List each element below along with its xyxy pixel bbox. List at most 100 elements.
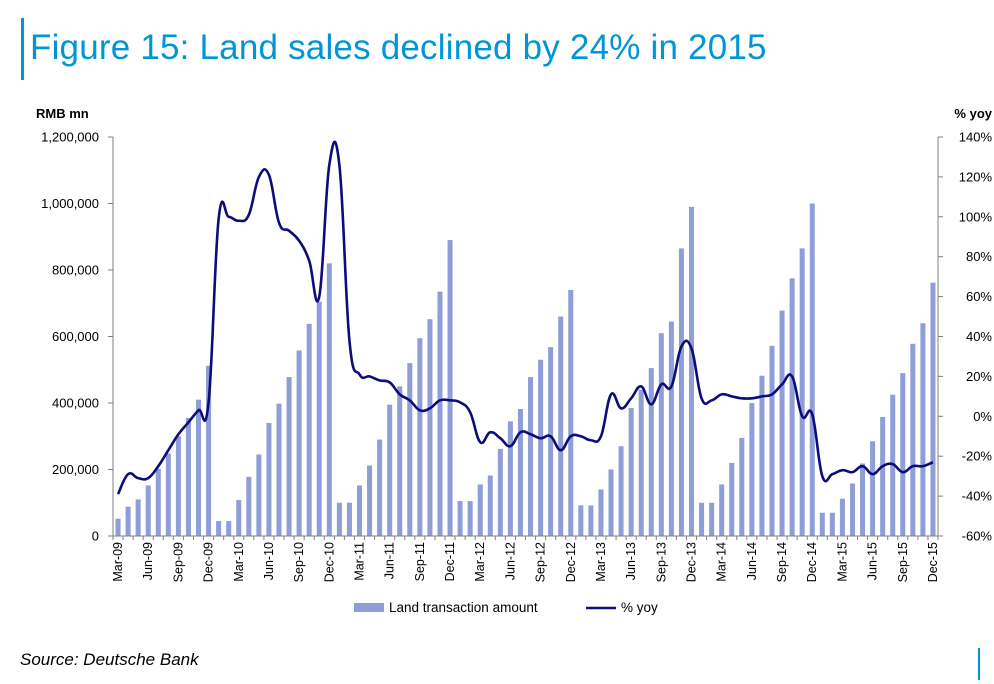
- bar-Nov-11: [437, 291, 443, 536]
- bar-Aug-13: [648, 368, 654, 536]
- bar-Oct-13: [668, 321, 674, 536]
- x-tick-label: Jun-11: [383, 542, 397, 579]
- bar-Mar-14: [719, 484, 725, 536]
- x-tick-label: Sep-12: [534, 542, 548, 582]
- left-tick-label: 1,000,000: [41, 196, 99, 211]
- x-tick-label: Jun-15: [866, 542, 880, 580]
- bar-Jan-13: [578, 505, 584, 536]
- bar-Jan-12: [457, 501, 463, 536]
- bar-Jul-09: [155, 468, 161, 536]
- x-tick-label: Mar-15: [835, 542, 849, 582]
- right-tick-label: 140%: [959, 130, 993, 145]
- x-tick-label: Dec-09: [202, 542, 216, 582]
- x-tick-label: Sep-10: [292, 542, 306, 582]
- figure-title: Figure 15: Land sales declined by 24% in…: [30, 28, 767, 67]
- bar-Jul-15: [880, 416, 886, 536]
- legend-bar-label: Land transaction amount: [389, 600, 538, 615]
- right-tick-label: 20%: [966, 369, 992, 384]
- bar-May-12: [497, 448, 503, 536]
- bar-Apr-11: [367, 465, 373, 536]
- bar-Jun-09: [145, 485, 151, 536]
- bar-Jun-12: [507, 421, 513, 536]
- bar-May-10: [256, 454, 262, 536]
- bar-Mar-11: [356, 485, 363, 536]
- bar-Nov-14: [799, 248, 805, 536]
- x-tick-label: Dec-14: [805, 542, 819, 582]
- bar-Jul-13: [638, 389, 644, 536]
- chart-container: RMB mn % yoy 1,200,000 1,000,000 800,000 600,…: [0, 95, 994, 630]
- bar-Jan-15: [819, 512, 825, 536]
- bar-Mar-15: [839, 498, 845, 536]
- bar-Jul-11: [397, 386, 403, 537]
- x-tick-label: Sep-14: [775, 542, 789, 582]
- bar-Jan-11: [336, 502, 342, 536]
- right-tick-label: 0%: [973, 409, 992, 424]
- bar-Jun-11: [387, 404, 393, 536]
- bar-Apr-09: [125, 506, 131, 536]
- bar-Aug-12: [528, 377, 534, 536]
- legend-bar-swatch: [354, 603, 384, 612]
- x-tick-label: Sep-09: [171, 542, 185, 582]
- bar-Apr-14: [729, 462, 735, 536]
- bar-Nov-13: [678, 248, 684, 536]
- x-tick-label: Dec-11: [443, 542, 457, 581]
- bar-Feb-15: [829, 512, 835, 536]
- bar-Apr-15: [849, 483, 855, 536]
- bar-Sep-14: [779, 310, 785, 536]
- bar-Jun-10: [266, 422, 272, 536]
- right-tick-label: 40%: [966, 329, 992, 344]
- bar-Aug-14: [769, 345, 775, 536]
- x-tick-label: Mar-10: [232, 542, 246, 582]
- bar-Oct-12: [548, 347, 554, 536]
- bar-May-09: [135, 499, 141, 536]
- bar-Sep-10: [296, 350, 302, 536]
- x-tick-label: Jun-13: [624, 542, 638, 580]
- x-tick-label: Mar-12: [473, 542, 487, 582]
- x-tick-label: Jun-12: [503, 542, 517, 580]
- x-tick-label: Mar-13: [594, 542, 608, 582]
- bar-Nov-12: [558, 316, 564, 536]
- bar-Jun-13: [628, 407, 634, 536]
- x-tick-label: Mar-09: [111, 542, 125, 582]
- bar-Oct-14: [789, 278, 795, 536]
- left-tick-label: 1,200,000: [41, 130, 99, 145]
- x-tick-label: Mar-14: [715, 542, 729, 582]
- right-tick-label: 80%: [966, 249, 992, 264]
- bar-Feb-14: [709, 502, 715, 536]
- x-tick-label: Dec-13: [685, 542, 699, 582]
- x-tick-label: Jun-14: [745, 542, 759, 580]
- bar-Oct-10: [306, 323, 312, 536]
- bar-Sep-12: [538, 359, 544, 536]
- left-tick-label: 200,000: [52, 462, 99, 477]
- x-tick-label: Dec-15: [926, 542, 940, 582]
- bar-Apr-10: [246, 476, 252, 536]
- left-tick-label: 800,000: [52, 263, 99, 278]
- bar-Dec-14: [809, 203, 815, 536]
- bar-Feb-11: [346, 502, 352, 536]
- left-tick-label: 400,000: [52, 396, 99, 411]
- yoy-line: [116, 140, 934, 495]
- bar-Feb-13: [588, 505, 594, 536]
- right-tick-label: -20%: [962, 449, 993, 464]
- left-tick-label: 600,000: [52, 329, 99, 344]
- source-note: Source: Deutsche Bank: [20, 650, 199, 669]
- bar-Sep-13: [658, 333, 664, 536]
- bar-Jul-12: [517, 408, 523, 536]
- bar-May-11: [377, 439, 383, 536]
- x-tick-label: Dec-12: [564, 542, 578, 582]
- bar-Jan-10: [216, 521, 222, 536]
- left-tick-label: 0: [92, 529, 99, 544]
- bar-Aug-10: [286, 377, 292, 536]
- bar-Jul-14: [759, 375, 765, 536]
- x-tick-label: Jun-09: [141, 542, 155, 580]
- x-tick-label: Mar-11: [352, 542, 366, 581]
- bar-Feb-10: [226, 521, 232, 536]
- right-tick-label: 120%: [959, 169, 993, 184]
- bar-Dec-13: [688, 206, 695, 536]
- bar-May-13: [618, 446, 624, 536]
- bar-Aug-09: [165, 453, 171, 536]
- land-sales-chart: RMB mn % yoy 1,200,000 1,000,000 800,000 600,…: [36, 106, 993, 615]
- x-tick-label: Dec-10: [322, 542, 336, 582]
- x-tick-label: Sep-15: [896, 542, 910, 582]
- bar-Apr-12: [487, 475, 493, 536]
